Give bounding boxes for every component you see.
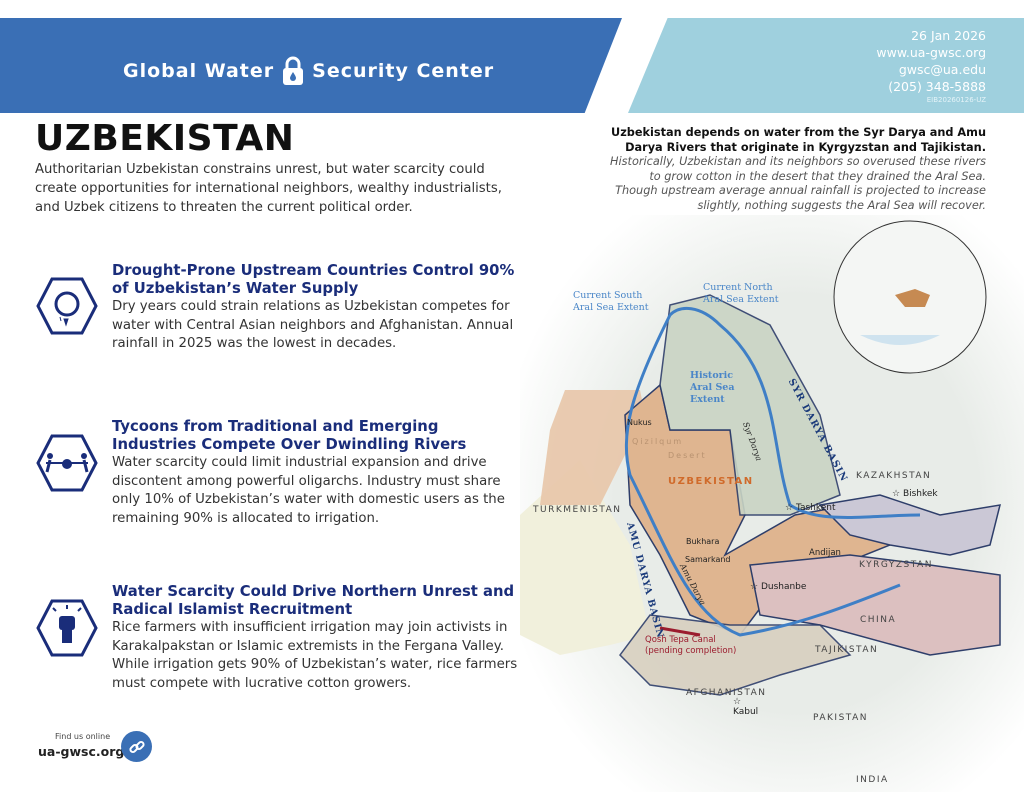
label-south-aral: Current South Aral Sea Extent xyxy=(573,290,649,313)
city-bishkek: ☆ Bishkek xyxy=(892,489,938,499)
label-desert: Qizilqum xyxy=(632,437,684,446)
turkmenistan-area xyxy=(520,460,650,655)
section-body: Dry years could strain relations as Uzbe… xyxy=(112,299,514,351)
section-drought: Drought-Prone Upstream Countries Control… xyxy=(112,262,522,354)
intro-text: Authoritarian Uzbekistan constrains unre… xyxy=(35,162,502,215)
raised-fist-icon xyxy=(36,599,98,657)
label-india: INDIA xyxy=(856,775,889,785)
fist-water-drop-icon xyxy=(36,277,98,335)
city-samarkand: Samarkand xyxy=(685,555,731,564)
website-link[interactable]: www.ua-gwsc.org xyxy=(876,45,986,60)
city-kabul: ☆ Kabul xyxy=(733,697,759,717)
section-unrest: Water Scarcity Could Drive Northern Unre… xyxy=(112,583,522,693)
city-tashkent: ☆ Tashkent xyxy=(785,503,836,513)
region-map: Current South Aral Sea Extent Current Nor… xyxy=(520,215,1024,796)
section-heading: Water Scarcity Could Drive Northern Unre… xyxy=(112,583,515,618)
summary-bold: Uzbekistan depends on water from the Syr… xyxy=(611,126,986,154)
canal-line xyxy=(659,626,701,637)
label-pakistan: PAKISTAN xyxy=(813,713,868,723)
label-uzbekistan: UZBEKISTAN xyxy=(668,476,754,487)
label-kyrgyzstan: KYRGYZSTAN xyxy=(859,560,933,570)
section-heading: Drought-Prone Upstream Countries Control… xyxy=(112,262,515,297)
label-desert-2: Desert xyxy=(668,451,707,460)
label-turkmenistan: TURKMENISTAN xyxy=(533,505,622,515)
section-body: Rice farmers with insufficient irrigatio… xyxy=(112,620,518,691)
syr-basin-area xyxy=(659,294,841,516)
contact-info: 26 Jan 2026 www.ua-gwsc.org gwsc@ua.edu … xyxy=(876,27,986,105)
map-summary: Uzbekistan depends on water from the Syr… xyxy=(606,126,986,213)
label-afghanistan: AFGHANISTAN xyxy=(686,688,767,698)
globe-uzbekistan xyxy=(895,289,930,307)
amu-darya-river xyxy=(624,314,901,637)
label-canal: Qosh Tepa Canal (pending completion) xyxy=(645,635,737,656)
section-tycoons: Tycoons from Traditional and Emerging In… xyxy=(112,418,522,528)
south-aral-shape xyxy=(540,390,645,505)
label-historic-aral: Historic Aral Sea Extent xyxy=(690,370,735,405)
brand-text-right: Security Center xyxy=(312,60,495,82)
tajikistan-area xyxy=(749,554,1001,656)
email-link[interactable]: gwsc@ua.edu xyxy=(898,62,986,77)
page-title: UZBEKISTAN xyxy=(35,118,295,159)
syr-darya-river xyxy=(668,306,921,519)
footer-site-link[interactable]: ua-gwsc.org xyxy=(38,744,125,759)
label-kazakhstan: KAZAKHSTAN xyxy=(856,471,932,481)
tug-of-war-water-icon xyxy=(36,434,98,492)
label-china: CHINA xyxy=(860,615,897,625)
afghanistan-area xyxy=(619,614,852,696)
label-tajikistan: TAJIKISTAN xyxy=(815,645,879,655)
contact-banner xyxy=(628,18,1024,113)
section-body: Water scarcity could limit industrial ex… xyxy=(112,455,505,526)
kyrgyzstan-area xyxy=(818,494,1002,556)
header-banner xyxy=(0,18,622,113)
link-icon xyxy=(128,740,145,753)
city-andijan: Andijan xyxy=(809,548,841,558)
padlock-icon xyxy=(283,56,304,85)
label-north-aral: Current North Aral Sea Extent xyxy=(703,282,779,305)
brand-logo: Global Water Security Center xyxy=(123,56,494,86)
map-graphic xyxy=(520,215,1024,792)
section-heading: Tycoons from Traditional and Emerging In… xyxy=(112,418,467,453)
find-us-label: Find us online xyxy=(55,732,111,741)
city-nukus: Nukus xyxy=(627,418,652,427)
date: 26 Jan 2026 xyxy=(911,28,986,43)
phone: (205) 348-5888 xyxy=(888,79,986,94)
brand-text-left: Global Water xyxy=(123,60,275,82)
city-bukhara: Bukhara xyxy=(686,537,720,546)
link-button[interactable] xyxy=(121,731,152,762)
summary-italic: Historically, Uzbekistan and its neighbo… xyxy=(610,155,986,212)
document-code: EIB20260126-UZ xyxy=(926,96,986,104)
city-dushanbe: ☆ Dushanbe xyxy=(750,582,807,592)
